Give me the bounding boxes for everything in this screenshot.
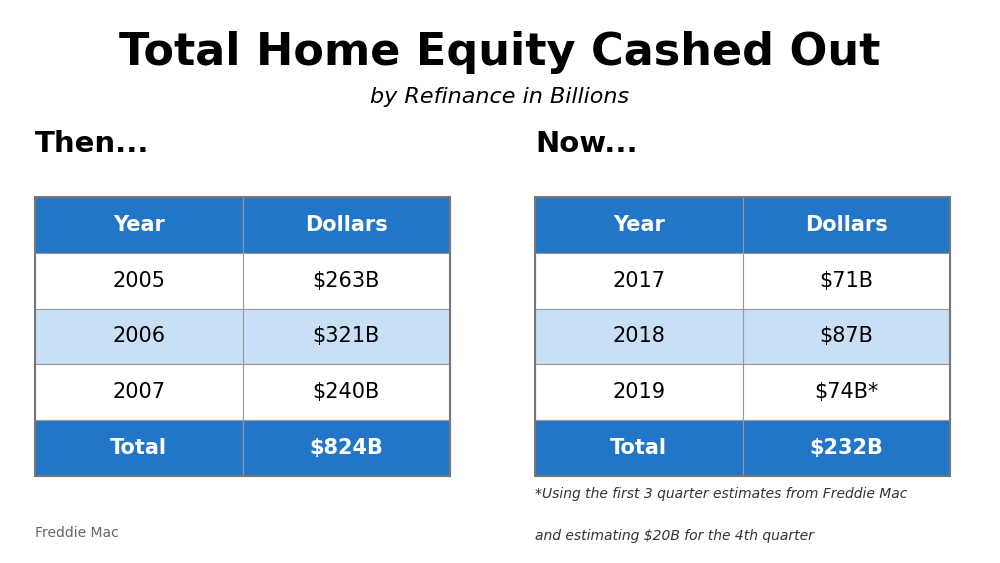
- FancyBboxPatch shape: [242, 309, 450, 364]
- FancyBboxPatch shape: [742, 364, 950, 420]
- Text: $263B: $263B: [313, 271, 380, 291]
- Text: $824B: $824B: [309, 438, 383, 458]
- Text: $87B: $87B: [819, 327, 873, 346]
- FancyBboxPatch shape: [535, 309, 742, 364]
- FancyBboxPatch shape: [35, 420, 242, 476]
- Text: Then...: Then...: [35, 129, 150, 158]
- Text: Total: Total: [110, 438, 167, 458]
- FancyBboxPatch shape: [242, 420, 450, 476]
- Text: $232B: $232B: [809, 438, 883, 458]
- FancyBboxPatch shape: [742, 197, 950, 253]
- Text: Year: Year: [613, 215, 665, 235]
- Text: Year: Year: [113, 215, 165, 235]
- FancyBboxPatch shape: [742, 309, 950, 364]
- Text: 2006: 2006: [112, 327, 165, 346]
- Text: Total Home Equity Cashed Out: Total Home Equity Cashed Out: [119, 31, 881, 74]
- FancyBboxPatch shape: [35, 253, 242, 309]
- FancyBboxPatch shape: [242, 197, 450, 253]
- FancyBboxPatch shape: [742, 420, 950, 476]
- Text: Dollars: Dollars: [305, 215, 388, 235]
- FancyBboxPatch shape: [35, 309, 242, 364]
- Text: 2005: 2005: [112, 271, 165, 291]
- Text: 2017: 2017: [612, 271, 665, 291]
- Text: 2019: 2019: [612, 382, 665, 402]
- FancyBboxPatch shape: [535, 197, 742, 253]
- Text: $71B: $71B: [819, 271, 873, 291]
- FancyBboxPatch shape: [35, 364, 242, 420]
- Text: *Using the first 3 quarter estimates from Freddie Mac: *Using the first 3 quarter estimates fro…: [535, 487, 907, 501]
- Text: by Refinance in Billions: by Refinance in Billions: [370, 87, 630, 108]
- FancyBboxPatch shape: [35, 197, 242, 253]
- Text: and estimating $20B for the 4th quarter: and estimating $20B for the 4th quarter: [535, 529, 814, 543]
- Text: $74B*: $74B*: [814, 382, 878, 402]
- Text: 2007: 2007: [112, 382, 165, 402]
- FancyBboxPatch shape: [535, 253, 742, 309]
- FancyBboxPatch shape: [742, 253, 950, 309]
- FancyBboxPatch shape: [535, 420, 742, 476]
- FancyBboxPatch shape: [242, 364, 450, 420]
- Text: Dollars: Dollars: [805, 215, 888, 235]
- FancyBboxPatch shape: [535, 364, 742, 420]
- Text: 2018: 2018: [612, 327, 665, 346]
- FancyBboxPatch shape: [242, 253, 450, 309]
- Text: $321B: $321B: [313, 327, 380, 346]
- Text: Total: Total: [610, 438, 667, 458]
- Text: $240B: $240B: [313, 382, 380, 402]
- Text: Now...: Now...: [535, 129, 638, 158]
- Text: Freddie Mac: Freddie Mac: [35, 526, 119, 540]
